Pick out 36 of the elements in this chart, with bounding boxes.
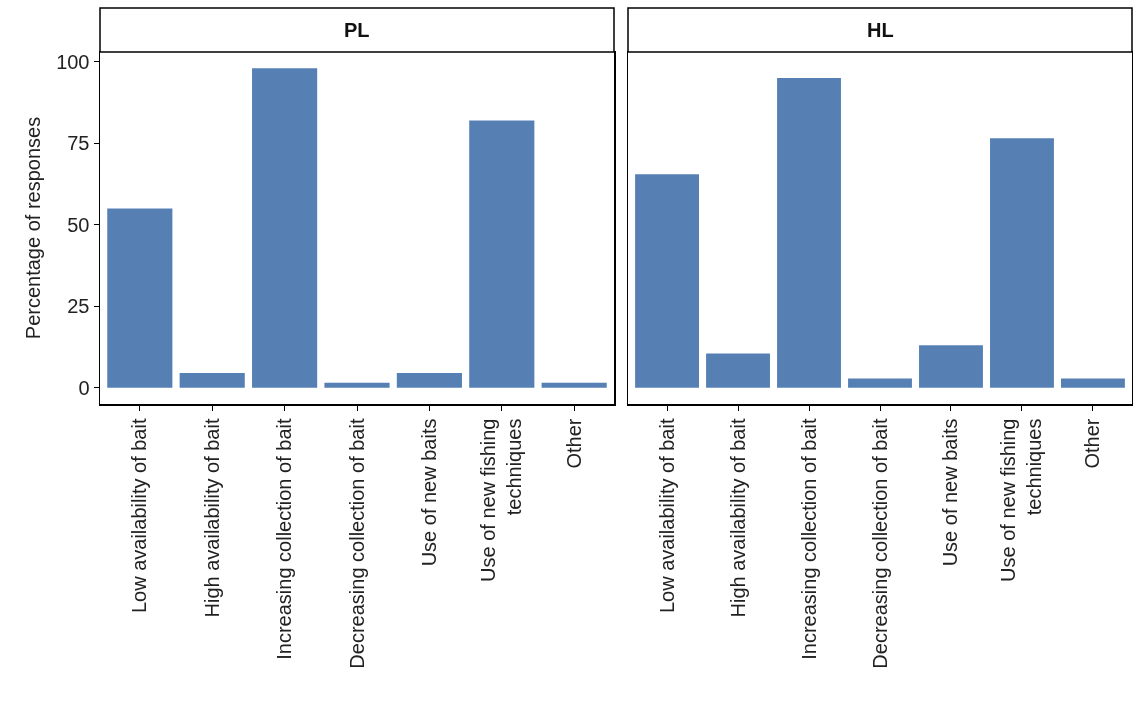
x-tick-label: Use of new fishing techniques [477, 418, 526, 582]
x-tick-label: Other [562, 418, 585, 469]
bar [179, 373, 245, 388]
y-axis-title: Percentage of responses [21, 116, 44, 340]
y-tick-label: 75 [67, 132, 90, 155]
x-tick-label: Use of new fishing techniques [997, 418, 1046, 582]
bar [324, 382, 390, 388]
x-tick-label: Decreasing collection of bait [868, 418, 891, 669]
x-tick-label: Other [1081, 418, 1104, 469]
bar [777, 78, 841, 388]
y-tick-label: 25 [67, 295, 90, 318]
bar [1061, 378, 1125, 388]
x-tick-label: Decreasing collection of bait [345, 418, 368, 669]
y-tick-label: 0 [78, 376, 90, 399]
bar [469, 120, 535, 388]
bar [107, 208, 173, 388]
x-tick-label: Increasing collection of bait [273, 418, 296, 660]
bar [990, 138, 1054, 388]
x-tick-label: Low availability of bait [128, 418, 151, 614]
bar [635, 174, 699, 388]
bar [848, 378, 912, 388]
chart-title: HL [867, 19, 894, 41]
x-tick-label: Increasing collection of bait [797, 418, 820, 660]
bar [396, 373, 462, 388]
x-tick-label: High availability of bait [726, 418, 749, 618]
y-tick-label: 100 [56, 50, 90, 73]
y-tick-label: 50 [67, 213, 90, 236]
chart-title: PL [344, 19, 370, 41]
bar [541, 382, 607, 388]
bar [252, 68, 318, 388]
bar [919, 345, 983, 388]
x-tick-label: Low availability of bait [655, 418, 678, 614]
x-tick-label: High availability of bait [200, 418, 223, 618]
bar [706, 353, 770, 388]
x-tick-label: Use of new baits [417, 418, 440, 567]
x-tick-label: Use of new baits [939, 418, 962, 567]
